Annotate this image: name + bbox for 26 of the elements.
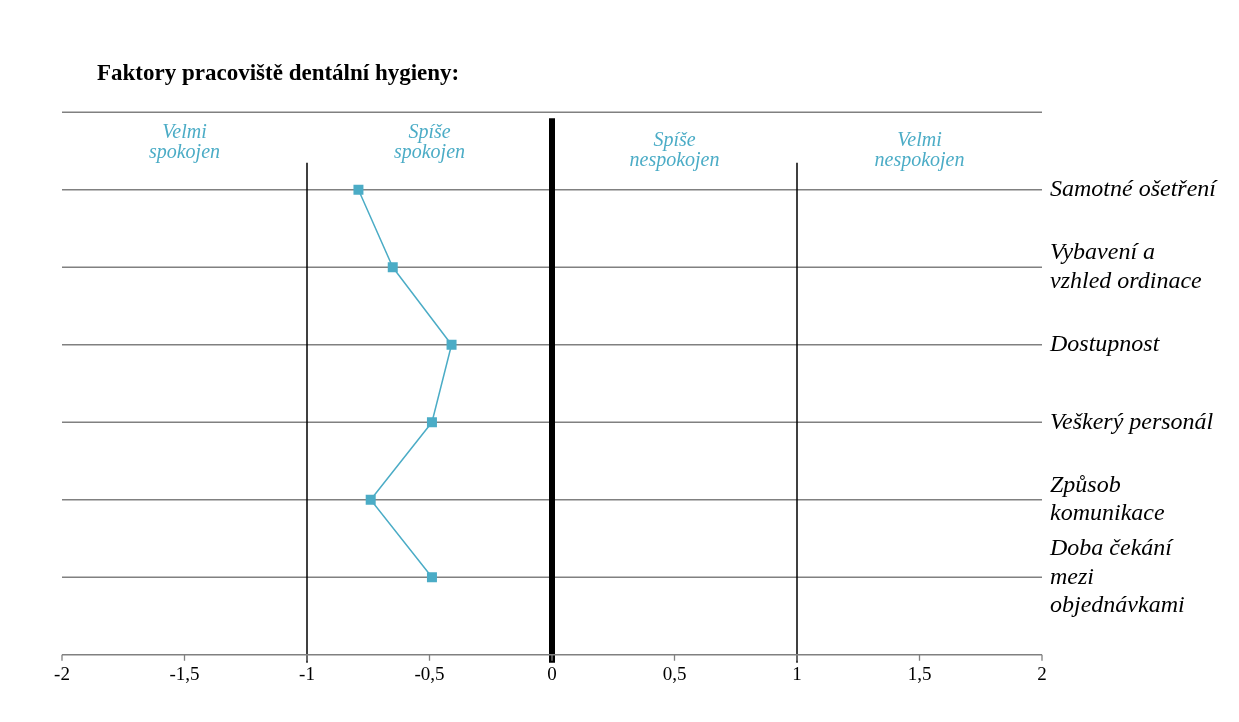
point — [365, 494, 376, 505]
x-tick-label: 1,5 — [907, 663, 932, 685]
y-tick-label: Samotné ošetření — [1050, 175, 1219, 202]
text: Velmi spokojen — [148, 119, 221, 163]
annotation: Velmi nespokojen — [874, 127, 965, 171]
y-tick-label: Doba čekání mezi objednávkami — [1049, 533, 1185, 618]
point — [387, 262, 398, 273]
point — [426, 572, 437, 583]
point — [353, 184, 364, 195]
x-tick-label: -1 — [299, 663, 315, 685]
x-tick-label: 1 — [792, 663, 802, 685]
chart-title: Faktory pracoviště dentální hygieny: — [97, 59, 460, 85]
x-tick-label: 0 — [547, 663, 557, 685]
point — [446, 339, 457, 350]
text: Spíše spokojen — [393, 119, 466, 163]
x-tick-label: -0,5 — [414, 663, 445, 685]
x-tick-label: -2 — [54, 663, 70, 685]
y-tick-label: Způsob komunikace — [1050, 470, 1165, 526]
y-tick-label: Dostupnost — [1049, 330, 1161, 357]
x-tick-label: 0,5 — [662, 663, 687, 685]
x-tick-label: -1,5 — [169, 663, 200, 685]
annotation: Spíše nespokojen — [629, 127, 720, 171]
x-tick-label: 2 — [1037, 663, 1047, 685]
point — [426, 417, 437, 428]
y-tick-label: Veškerý personál — [1050, 407, 1214, 434]
y-tick-label: Vybavení a vzhled ordinace — [1050, 238, 1203, 293]
